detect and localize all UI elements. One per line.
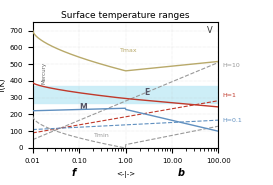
Bar [33,86,218,103]
Text: Tmax: Tmax [120,48,138,53]
Text: <-|->: <-|-> [116,171,135,178]
Title: Surface temperature ranges: Surface temperature ranges [61,11,190,20]
Text: M: M [79,103,87,112]
Text: H=10: H=10 [222,63,240,68]
Text: f: f [72,168,76,178]
Text: b: b [178,168,185,178]
Text: V: V [207,26,213,35]
Text: Tmin: Tmin [94,133,110,138]
Text: H=1: H=1 [222,93,236,98]
Text: H=0.1: H=0.1 [222,118,242,123]
Text: Mercury: Mercury [41,61,46,84]
Text: E: E [144,88,149,97]
Y-axis label: T(K): T(K) [0,77,7,93]
